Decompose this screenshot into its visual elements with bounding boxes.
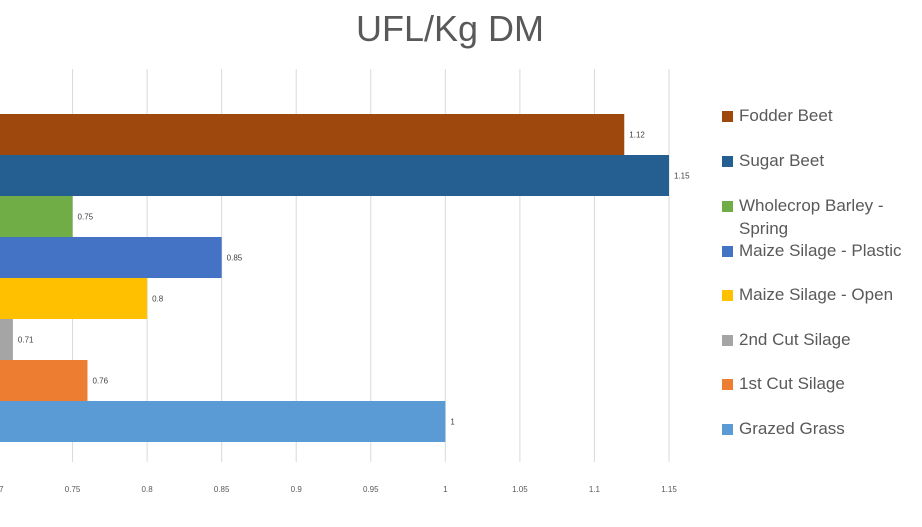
legend-swatch — [722, 201, 733, 212]
x-tick-label: 1.15 — [661, 485, 677, 494]
data-label: 1 — [450, 418, 455, 427]
legend-swatch — [722, 290, 733, 301]
bar — [0, 360, 88, 401]
legend-label: Maize Silage - Open — [739, 285, 894, 304]
x-axis-ticks: 0.7 0.75 0.8 0.85 0.9 0.95 1 1.05 1.1 1.15 — [0, 485, 677, 494]
bar — [0, 319, 13, 360]
legend-swatch — [722, 111, 733, 122]
legend-swatch — [722, 335, 733, 346]
x-tick-label: 0.75 — [65, 485, 81, 494]
legend-label: Maize Silage - Plastic — [739, 241, 902, 260]
legend-label: Wholecrop Barley - Spring — [739, 196, 884, 238]
x-tick-label: 0.85 — [214, 485, 230, 494]
legend-swatch — [722, 246, 733, 257]
legend-label: Fodder Beet — [739, 106, 833, 125]
legend-label: Sugar Beet — [739, 151, 825, 170]
legend-label: 1st Cut Silage — [739, 374, 845, 393]
data-label: 0.71 — [18, 336, 34, 345]
legend-swatch — [722, 424, 733, 435]
data-label: 1.12 — [629, 131, 645, 140]
bar — [0, 196, 73, 237]
x-tick-label: 0.7 — [0, 485, 4, 494]
chart-title: UFL/Kg DM — [355, 8, 545, 49]
bars — [0, 114, 669, 442]
data-label: 0.75 — [78, 213, 94, 222]
x-tick-label: 0.9 — [291, 485, 303, 494]
data-label: 0.76 — [92, 377, 108, 386]
data-label: 0.85 — [227, 254, 243, 263]
x-tick-label: 1.1 — [589, 485, 601, 494]
bar — [0, 401, 446, 442]
x-tick-label: 1 — [443, 485, 448, 494]
data-label: 0.8 — [152, 295, 164, 304]
data-labels: 1.12 1.15 0.75 0.85 0.8 0.71 0.76 1 — [18, 131, 690, 427]
x-tick-label: 0.8 — [142, 485, 154, 494]
x-tick-label: 0.95 — [363, 485, 379, 494]
x-tick-label: 1.05 — [512, 485, 528, 494]
plot-area: 1.121.150.750.850.80.710.761 0.70.750.80… — [0, 69, 690, 494]
legend-swatch — [722, 379, 733, 390]
data-label: 1.15 — [674, 172, 690, 181]
legend-label: 2nd Cut Silage — [739, 330, 851, 349]
bar — [0, 237, 222, 278]
bar — [0, 155, 669, 196]
bar — [0, 278, 148, 319]
bar — [0, 114, 625, 155]
legend-swatch — [722, 156, 733, 167]
legend-label: Grazed Grass — [739, 419, 845, 438]
